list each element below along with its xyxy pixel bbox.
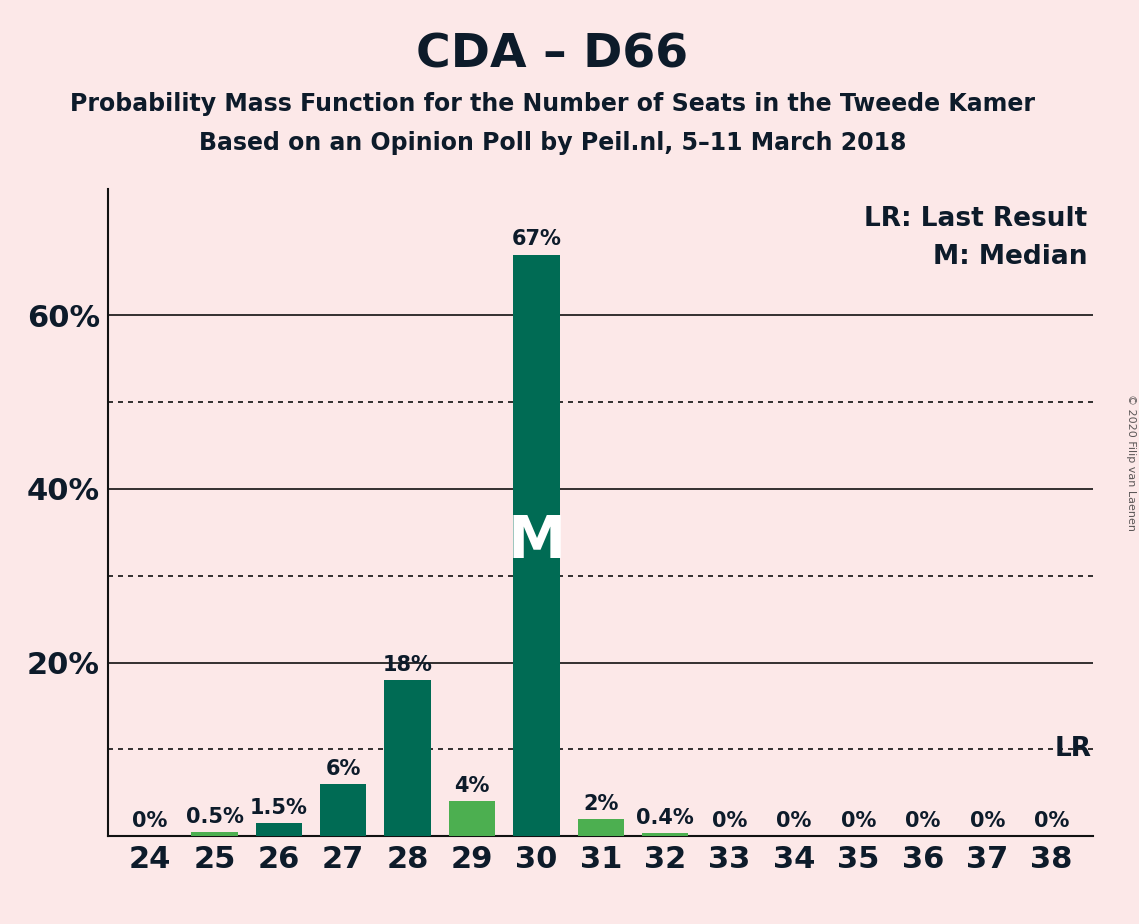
Text: Probability Mass Function for the Number of Seats in the Tweede Kamer: Probability Mass Function for the Number… xyxy=(69,92,1035,116)
Text: 0%: 0% xyxy=(969,811,1005,831)
Bar xyxy=(577,819,624,836)
Text: 0%: 0% xyxy=(712,811,747,831)
Text: 67%: 67% xyxy=(511,229,562,249)
Text: LR: LR xyxy=(1055,736,1091,762)
Text: 18%: 18% xyxy=(383,655,433,675)
Bar xyxy=(320,784,367,836)
Bar xyxy=(255,823,302,836)
Text: 6%: 6% xyxy=(326,759,361,779)
Text: © 2020 Filip van Laenen: © 2020 Filip van Laenen xyxy=(1126,394,1136,530)
Text: CDA – D66: CDA – D66 xyxy=(417,32,688,78)
Text: 0%: 0% xyxy=(1034,811,1070,831)
Text: 1.5%: 1.5% xyxy=(249,798,308,818)
Text: M: Median: M: Median xyxy=(933,244,1087,271)
Text: 0%: 0% xyxy=(906,811,941,831)
Text: 0.5%: 0.5% xyxy=(186,807,244,827)
Bar xyxy=(449,801,495,836)
Text: 4%: 4% xyxy=(454,776,490,796)
Text: 2%: 2% xyxy=(583,794,618,814)
Text: LR: Last Result: LR: Last Result xyxy=(863,205,1087,232)
Bar xyxy=(514,254,559,836)
Text: 0%: 0% xyxy=(777,811,812,831)
Text: Based on an Opinion Poll by Peil.nl, 5–11 March 2018: Based on an Opinion Poll by Peil.nl, 5–1… xyxy=(198,131,907,155)
Text: 0%: 0% xyxy=(841,811,876,831)
Text: M: M xyxy=(507,513,565,569)
Bar xyxy=(191,832,238,836)
Bar xyxy=(642,833,688,836)
Text: 0.4%: 0.4% xyxy=(637,808,694,828)
Bar xyxy=(385,680,431,836)
Text: 0%: 0% xyxy=(132,811,167,831)
